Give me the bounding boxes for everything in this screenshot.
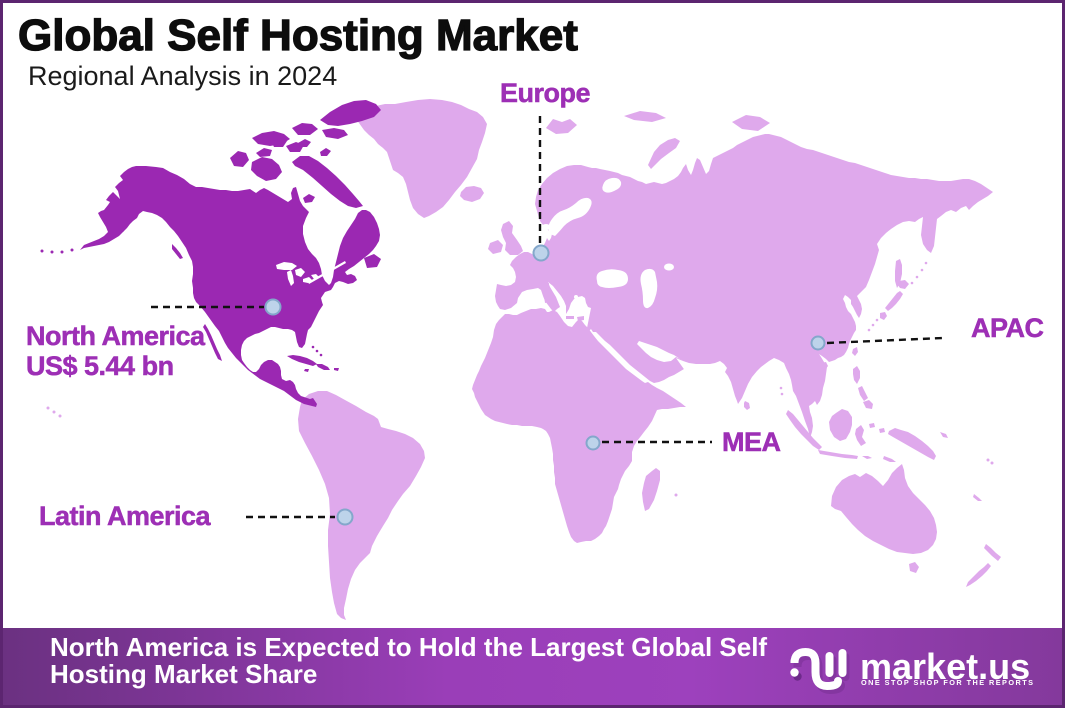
svg-text:ONE STOP SHOP FOR THE REPORTS: ONE STOP SHOP FOR THE REPORTS [861, 678, 1034, 687]
svg-text:market.us: market.us [860, 646, 1030, 687]
